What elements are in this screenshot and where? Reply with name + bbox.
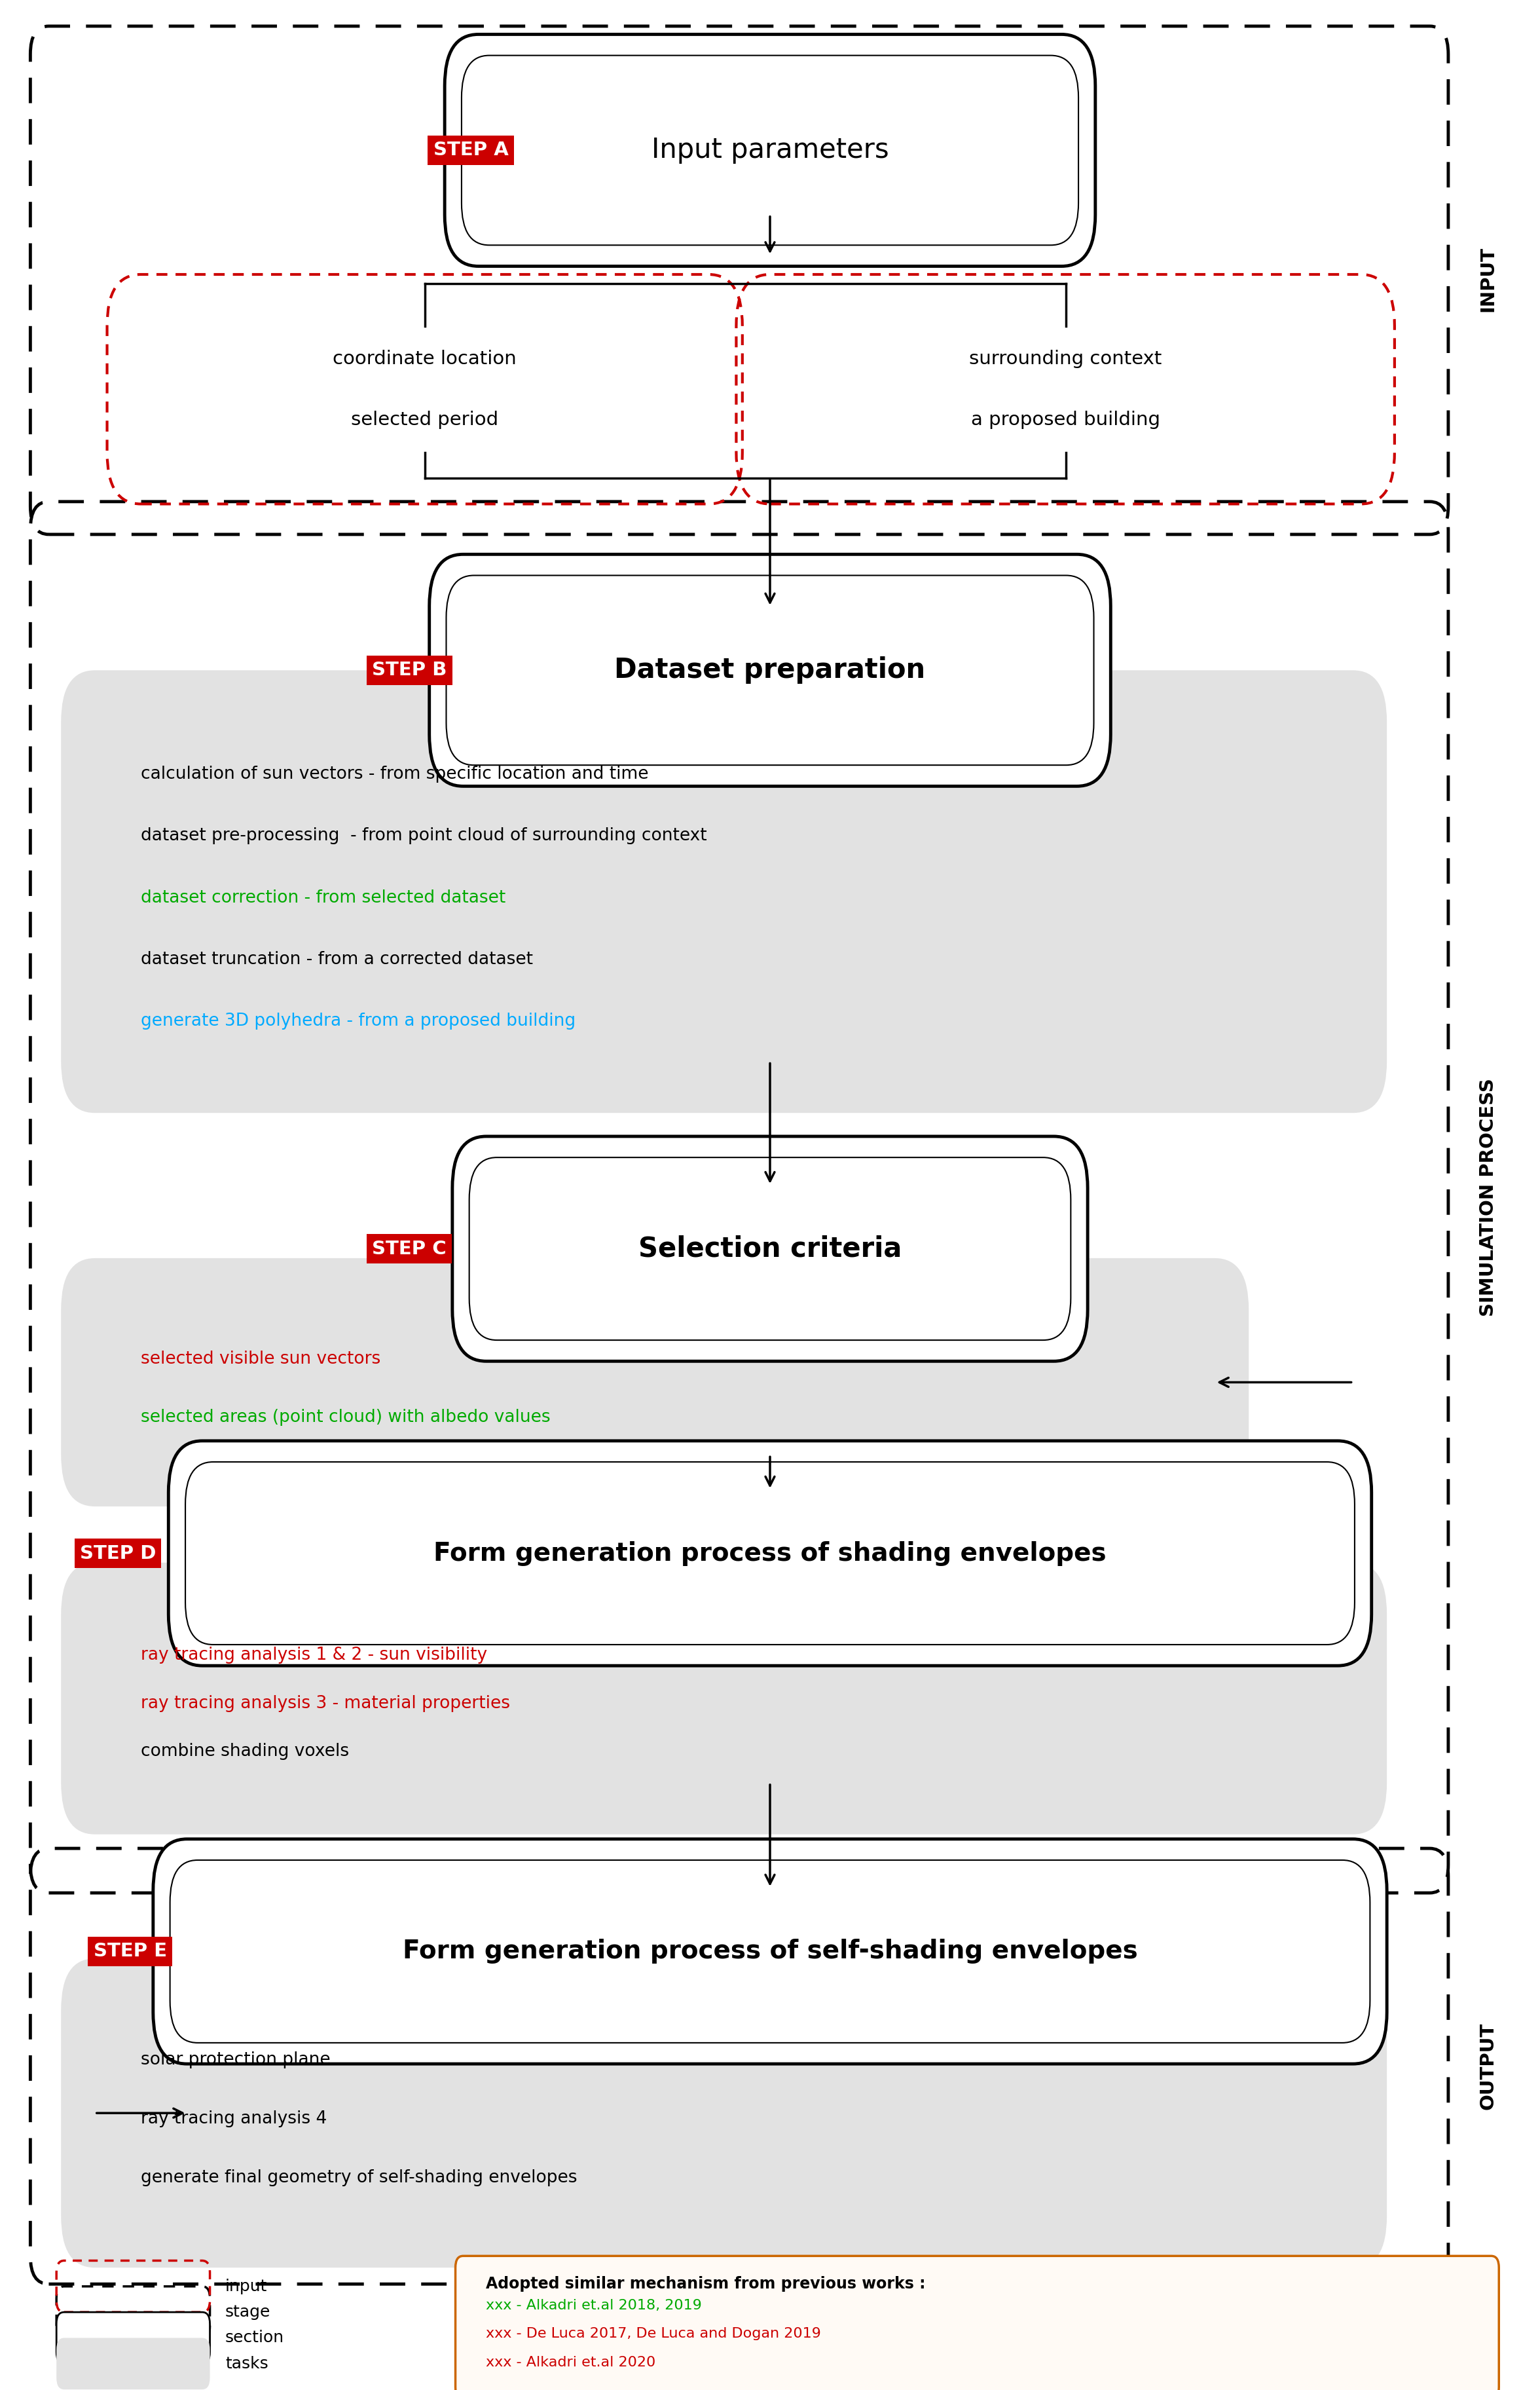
Text: calculation of sun vectors - from specific location and time: calculation of sun vectors - from specif… <box>140 765 648 784</box>
Text: ray tracing analysis 4: ray tracing analysis 4 <box>140 2110 326 2127</box>
Text: selected period: selected period <box>351 411 499 428</box>
Text: Form generation process of shading envelopes: Form generation process of shading envel… <box>434 1542 1106 1565</box>
FancyBboxPatch shape <box>462 55 1078 246</box>
Text: solar protection plane: solar protection plane <box>140 2051 331 2070</box>
Text: OUTPUT: OUTPUT <box>1478 2022 1497 2110</box>
Text: ray tracing analysis 1 & 2 - sun visibility: ray tracing analysis 1 & 2 - sun visibil… <box>140 1647 487 1663</box>
Text: ray tracing analysis 3 - material properties: ray tracing analysis 3 - material proper… <box>140 1695 510 1711</box>
Text: tasks: tasks <box>225 2357 268 2371</box>
FancyBboxPatch shape <box>62 1563 1388 1836</box>
FancyBboxPatch shape <box>62 669 1388 1114</box>
Text: STEP D: STEP D <box>80 1544 156 1563</box>
FancyBboxPatch shape <box>168 1441 1372 1666</box>
Text: coordinate location: coordinate location <box>333 349 516 368</box>
Text: Dataset preparation: Dataset preparation <box>614 657 926 684</box>
Text: STEP A: STEP A <box>433 141 508 160</box>
Text: Input parameters: Input parameters <box>651 136 889 165</box>
FancyBboxPatch shape <box>62 1957 1388 2268</box>
Text: dataset correction - from selected dataset: dataset correction - from selected datas… <box>140 889 505 906</box>
Text: selected visible sun vectors: selected visible sun vectors <box>140 1350 380 1367</box>
FancyBboxPatch shape <box>169 1859 1371 2043</box>
Text: STEP B: STEP B <box>373 662 447 679</box>
FancyBboxPatch shape <box>456 2256 1498 2390</box>
Text: surrounding context: surrounding context <box>969 349 1161 368</box>
FancyBboxPatch shape <box>57 2337 209 2390</box>
Text: xxx - Alkadri et.al 2020: xxx - Alkadri et.al 2020 <box>487 2357 656 2368</box>
FancyBboxPatch shape <box>62 1257 1249 1506</box>
Text: dataset truncation - from a corrected dataset: dataset truncation - from a corrected da… <box>140 951 533 968</box>
Text: a proposed building: a proposed building <box>970 411 1160 428</box>
Text: Adopted similar mechanism from previous works :: Adopted similar mechanism from previous … <box>487 2275 926 2292</box>
Text: SIMULATION PROCESS: SIMULATION PROCESS <box>1478 1078 1497 1317</box>
Text: xxx - De Luca 2017, De Luca and Dogan 2019: xxx - De Luca 2017, De Luca and Dogan 20… <box>487 2328 821 2340</box>
FancyBboxPatch shape <box>470 1157 1070 1341</box>
Text: selected areas (point cloud) with albedo values: selected areas (point cloud) with albedo… <box>140 1408 550 1427</box>
Text: generate 3D polyhedra - from a proposed building: generate 3D polyhedra - from a proposed … <box>140 1013 576 1030</box>
Text: xxx - Alkadri et.al 2018, 2019: xxx - Alkadri et.al 2018, 2019 <box>487 2299 702 2311</box>
Text: STEP C: STEP C <box>373 1240 447 1257</box>
Text: INPUT: INPUT <box>1478 246 1497 311</box>
FancyBboxPatch shape <box>453 1135 1087 1362</box>
Text: generate final geometry of self-shading envelopes: generate final geometry of self-shading … <box>140 2170 578 2187</box>
FancyBboxPatch shape <box>185 1463 1355 1644</box>
FancyBboxPatch shape <box>430 554 1110 786</box>
Text: section: section <box>225 2330 285 2345</box>
FancyBboxPatch shape <box>152 1838 1388 2065</box>
Text: combine shading voxels: combine shading voxels <box>140 1742 350 1759</box>
FancyBboxPatch shape <box>447 576 1093 765</box>
Text: STEP E: STEP E <box>94 1943 166 1960</box>
Text: Form generation process of self-shading envelopes: Form generation process of self-shading … <box>402 1938 1138 1965</box>
Text: Selection criteria: Selection criteria <box>638 1236 902 1262</box>
Text: dataset pre-processing  - from point cloud of surrounding context: dataset pre-processing - from point clou… <box>140 827 707 844</box>
FancyBboxPatch shape <box>445 33 1095 265</box>
Text: input: input <box>225 2278 268 2294</box>
FancyBboxPatch shape <box>57 2311 209 2364</box>
Text: stage: stage <box>225 2304 271 2321</box>
